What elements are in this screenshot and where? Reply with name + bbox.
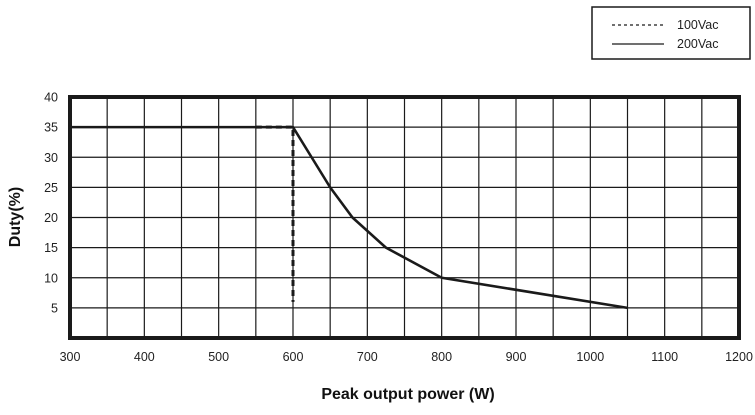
x-tick-label: 1100 xyxy=(651,350,678,364)
x-tick-label: 900 xyxy=(506,350,527,364)
y-axis-ticks: 5 10 15 20 25 30 35 40 xyxy=(44,91,58,316)
y-tick-label: 10 xyxy=(44,271,58,285)
x-tick-label: 1200 xyxy=(725,350,753,364)
y-tick-label: 15 xyxy=(44,241,58,255)
legend-label-100vac: 100Vac xyxy=(677,18,718,32)
legend: 100Vac 200Vac xyxy=(591,6,751,60)
x-tick-label: 300 xyxy=(60,350,81,364)
series-200vac xyxy=(70,125,628,310)
series-100vac xyxy=(255,125,295,302)
y-tick-label: 20 xyxy=(44,211,58,225)
grid-lines xyxy=(70,97,739,338)
y-tick-label: 40 xyxy=(44,91,58,105)
x-tick-label: 700 xyxy=(357,350,378,364)
legend-label-200vac: 200Vac xyxy=(677,37,718,51)
y-tick-label: 30 xyxy=(44,151,58,165)
x-tick-label: 600 xyxy=(283,350,304,364)
legend-box xyxy=(591,6,751,60)
x-tick-label: 1000 xyxy=(576,350,604,364)
x-tick-label: 800 xyxy=(431,350,452,364)
plot-frame xyxy=(68,95,741,340)
x-tick-label: 500 xyxy=(208,350,229,364)
y-tick-label: 25 xyxy=(44,181,58,195)
x-axis-ticks: 300 400 500 600 700 800 900 1000 1100 1200 xyxy=(60,350,753,364)
x-tick-label: 400 xyxy=(134,350,155,364)
y-axis-title: Duty(%) xyxy=(7,187,24,247)
x-axis-title: Peak output power (W) xyxy=(321,386,494,403)
data-series xyxy=(70,125,628,310)
y-tick-label: 35 xyxy=(44,121,58,135)
y-tick-label: 5 xyxy=(51,301,58,315)
